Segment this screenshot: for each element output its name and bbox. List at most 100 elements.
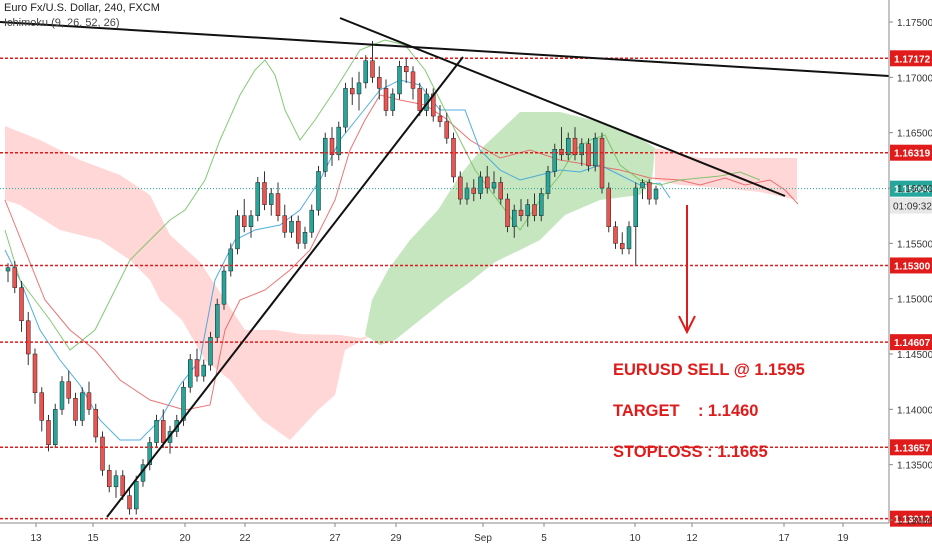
candle-body [296, 220, 301, 244]
current-price-tag [890, 180, 932, 197]
candle-body [485, 176, 490, 189]
time-tick-label: 29 [390, 533, 402, 544]
countdown-tag [890, 197, 932, 214]
candle-body [93, 409, 98, 438]
candle-body [188, 359, 193, 388]
symbol-title[interactable]: Euro Fx/U.S. Dollar, 240, FXCM [4, 2, 160, 14]
level-price-tag [890, 50, 932, 67]
candle-body [464, 187, 470, 200]
level-price-label: 1.13012 [894, 515, 931, 526]
candle-body [626, 226, 632, 250]
candle-body [458, 176, 463, 200]
bearish-cloud [5, 126, 372, 440]
level-price-tag [890, 144, 932, 161]
price-tick-label: 1.13000 [897, 516, 932, 527]
annotation-stoploss: STOPLOSS : 1.1665 [613, 443, 768, 461]
price-axis: 1.13000 1.13500 1.14000 1.14500 1.15000 1.155… [888, 0, 932, 527]
time-tick-label: 10 [629, 533, 641, 544]
candle-body [120, 475, 125, 496]
level-price-label: 1.16319 [894, 149, 931, 160]
candle-body [451, 137, 456, 178]
candle-body [215, 303, 220, 338]
candle-body [653, 188, 659, 200]
candle-body [53, 409, 58, 445]
time-tick-label: 20 [179, 533, 191, 544]
candle-body [512, 209, 517, 227]
candle-body [113, 475, 119, 488]
candle-body [404, 66, 409, 73]
candle-body [444, 121, 449, 139]
candle-body [275, 193, 281, 216]
candle-body [572, 137, 578, 156]
level-price-tag [890, 334, 932, 351]
candle-body [390, 93, 395, 111]
candle-body [302, 232, 308, 244]
price-tick-label: 1.17500 [897, 18, 932, 29]
kijun-sen-line [4, 94, 799, 411]
candle-body [410, 71, 416, 89]
time-tick-label: 12 [686, 533, 698, 544]
horizontal-levels: 1.17172 1.16319 1.15300 1.14607 1.13657 1.130… [0, 50, 932, 527]
candle-body [282, 215, 287, 233]
candle-body [471, 187, 476, 194]
candle-body [80, 392, 85, 421]
candle-body [194, 359, 200, 377]
candle-body [26, 320, 31, 355]
current-price-label: 1.15994 [894, 185, 931, 196]
candle-body [181, 386, 186, 421]
candle-body [518, 209, 524, 216]
candle-body [356, 82, 362, 95]
level-price-label: 1.14607 [894, 338, 931, 349]
time-tick-label: 17 [778, 533, 790, 544]
candle-body [552, 149, 557, 172]
candle-body [32, 353, 38, 393]
candle-body [525, 204, 530, 216]
time-tick-label: 15 [87, 533, 99, 544]
candle-body [316, 171, 321, 211]
candle-body [647, 182, 652, 200]
candle-body [100, 436, 105, 471]
time-axis: 13 15 20 22 27 29 Sep 5 10 12 17 19 [0, 522, 889, 544]
candle-body [289, 220, 294, 233]
annotation-target: TARGET : 1.1460 [613, 402, 759, 420]
candle-body [343, 88, 348, 128]
candle-body [134, 481, 139, 510]
candle-body [269, 193, 274, 205]
candle-body [640, 182, 645, 189]
candle-body [505, 198, 510, 227]
candle-body [491, 182, 497, 189]
candle-body [377, 77, 382, 89]
candle-body [107, 469, 112, 488]
price-tick-label: 1.14500 [897, 350, 932, 361]
candle-body [201, 364, 206, 377]
candle-body [242, 215, 247, 227]
candle-body [329, 137, 335, 156]
candle-body [59, 381, 65, 410]
candle-body [147, 442, 152, 465]
candle-body [586, 143, 591, 167]
candle-body [19, 287, 24, 322]
price-tick-label: 1.13500 [897, 461, 932, 472]
price-tick-label: 1.16000 [897, 184, 932, 195]
price-tick-label: 1.15000 [897, 295, 932, 306]
candle-body [154, 420, 159, 443]
candle-body [498, 182, 503, 200]
resistance-trendline-top [0, 21, 890, 77]
level-price-tag [890, 510, 932, 527]
candle-body [363, 60, 368, 84]
candle-body [383, 88, 389, 111]
indicator-title[interactable]: Ichimoku (9, 26, 52, 26) [4, 17, 120, 29]
candle-body [208, 337, 213, 366]
time-tick-label: 27 [329, 533, 341, 544]
time-tick-label: 22 [239, 533, 251, 544]
candle-body [255, 182, 260, 216]
candle-body [478, 176, 483, 194]
time-tick-label: 5 [541, 533, 547, 544]
time-tick-label: Sep [474, 533, 492, 544]
candle-body [235, 215, 240, 250]
price-tick-label: 1.14000 [897, 405, 932, 416]
candle-body [606, 187, 611, 227]
candle-body [5, 267, 11, 272]
